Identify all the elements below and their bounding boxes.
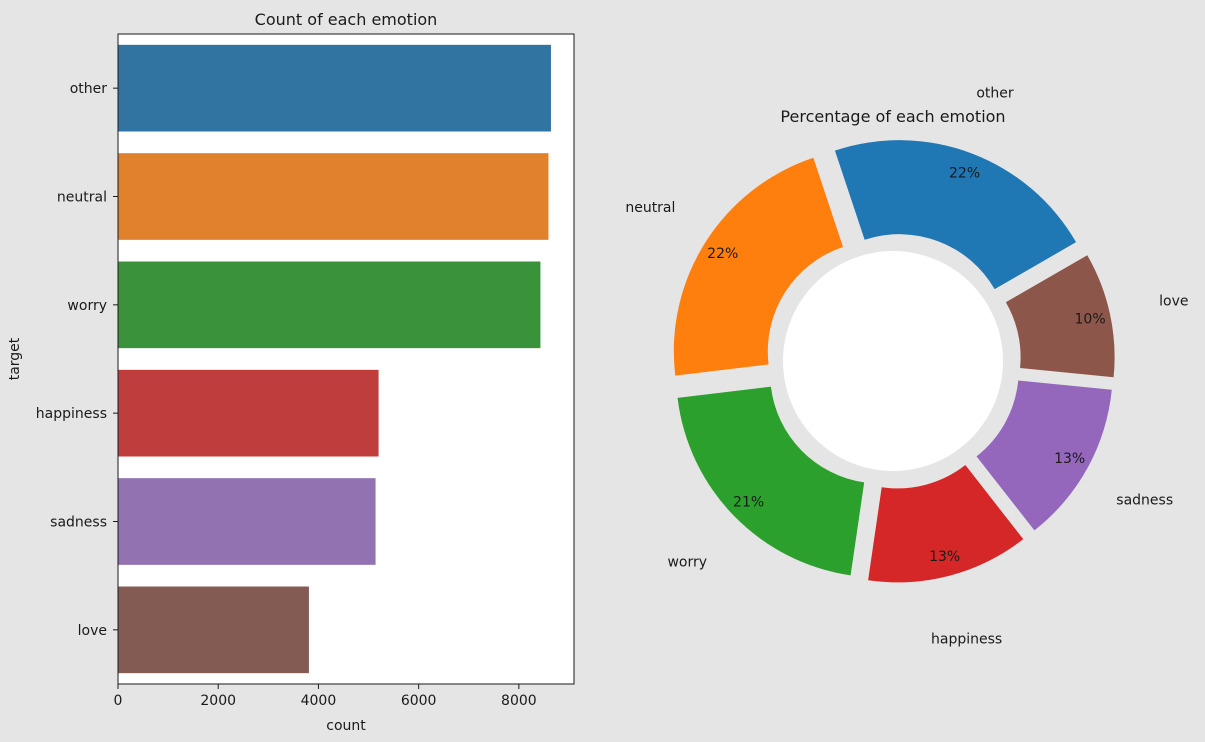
x-tick-label: 0 [114,693,123,709]
x-tick-label: 4000 [301,693,337,709]
x-tick-label: 8000 [501,693,537,709]
pie-labels: other 22% neutral 22% worry 21% happiness 13% sa… [625,85,1188,647]
wedge-sadness [976,380,1112,531]
wedge-neutral [673,157,844,376]
wedge-label: happiness [931,632,1002,648]
bar-chart: Count of each emotion other neutral worry h… [7,10,575,734]
bar-love [118,586,309,674]
y-tick-label: love [78,623,107,639]
donut-hole [783,251,1003,471]
y-tick-label: happiness [36,406,107,422]
bar-other [118,44,551,132]
y-axis-label: target [7,337,23,380]
pie-wedges [673,140,1115,583]
bar-neutral [118,153,549,240]
wedge-pct-label: 22% [707,246,738,262]
bar-chart-title: Count of each emotion [255,10,438,29]
x-tick-label: 2000 [200,693,236,709]
x-axis-label: count [326,718,366,734]
wedge-label: love [1159,293,1188,309]
wedge-pct-label: 13% [929,549,960,565]
wedge-pct-label: 10% [1075,311,1106,327]
bar-sadness [118,478,376,565]
x-tick-label: 6000 [401,693,437,709]
bar-worry [118,261,541,349]
y-tick-label: neutral [57,190,107,206]
x-ticks: 0 2000 4000 6000 8000 [114,684,537,709]
wedge-happiness [868,465,1024,583]
wedge-pct-label: 21% [733,495,764,511]
pie-chart-title: Percentage of each emotion [780,107,1005,126]
y-tick-labels: other neutral worry happiness sadness love [36,81,118,639]
bars [118,44,551,674]
bar-happiness [118,369,379,457]
wedge-love [1005,255,1115,378]
wedge-worry [677,386,865,576]
y-tick-label: worry [67,298,107,314]
y-tick-label: sadness [50,515,107,531]
y-tick-label: other [70,81,108,97]
wedge-label: sadness [1116,492,1173,508]
pie-chart: Percentage of each emotion other 22% neutr… [625,85,1188,647]
wedge-label: other [976,85,1014,101]
bar-plot-area [118,34,574,684]
wedge-pct-label: 13% [1054,451,1085,467]
wedge-other [834,140,1077,290]
wedge-label: neutral [625,200,675,216]
wedge-pct-label: 22% [949,166,980,182]
bar-plot-frame [117,33,575,685]
wedge-label: worry [667,554,707,570]
